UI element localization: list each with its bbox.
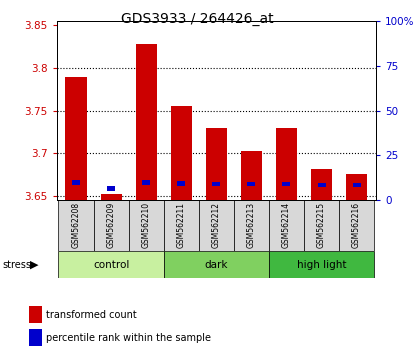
Bar [164, 200, 199, 251]
Bar [318, 183, 326, 187]
Bar [311, 169, 332, 200]
Bar [241, 151, 262, 200]
Bar [206, 128, 227, 200]
Bar [171, 105, 192, 200]
Text: GSM562211: GSM562211 [177, 201, 186, 247]
Bar [276, 128, 297, 200]
Bar [269, 251, 374, 278]
Bar [58, 200, 94, 251]
Text: transformed count: transformed count [46, 310, 136, 320]
Bar [339, 200, 374, 251]
Bar [199, 200, 234, 251]
Text: percentile rank within the sample: percentile rank within the sample [46, 333, 210, 343]
Text: high light: high light [297, 259, 346, 270]
Bar [269, 200, 304, 251]
Bar [177, 181, 185, 185]
Text: dark: dark [205, 259, 228, 270]
Text: GSM562215: GSM562215 [317, 201, 326, 248]
Bar [66, 76, 87, 200]
Text: GSM562212: GSM562212 [212, 201, 221, 247]
Text: GSM562214: GSM562214 [282, 201, 291, 248]
Bar [94, 200, 129, 251]
Text: ▶: ▶ [30, 260, 39, 270]
Text: control: control [93, 259, 129, 270]
Text: GSM562216: GSM562216 [352, 201, 361, 248]
Bar [283, 182, 291, 187]
Bar [353, 183, 361, 187]
Text: stress: stress [2, 260, 31, 270]
Bar [72, 181, 80, 185]
Bar [212, 182, 220, 187]
Text: GSM562209: GSM562209 [107, 201, 116, 248]
Text: GSM562208: GSM562208 [71, 201, 81, 248]
Bar [142, 181, 150, 185]
Bar [29, 306, 42, 324]
Bar [247, 182, 255, 187]
Bar [304, 200, 339, 251]
Bar [129, 200, 164, 251]
Bar [164, 251, 269, 278]
Text: GSM562210: GSM562210 [142, 201, 151, 248]
Bar [100, 194, 122, 200]
Bar [58, 251, 164, 278]
Text: GSM562213: GSM562213 [247, 201, 256, 248]
Bar [29, 329, 42, 346]
Bar [234, 200, 269, 251]
Bar [107, 187, 115, 191]
Text: GDS3933 / 264426_at: GDS3933 / 264426_at [121, 12, 274, 27]
Bar [136, 44, 157, 200]
Bar [346, 173, 367, 200]
